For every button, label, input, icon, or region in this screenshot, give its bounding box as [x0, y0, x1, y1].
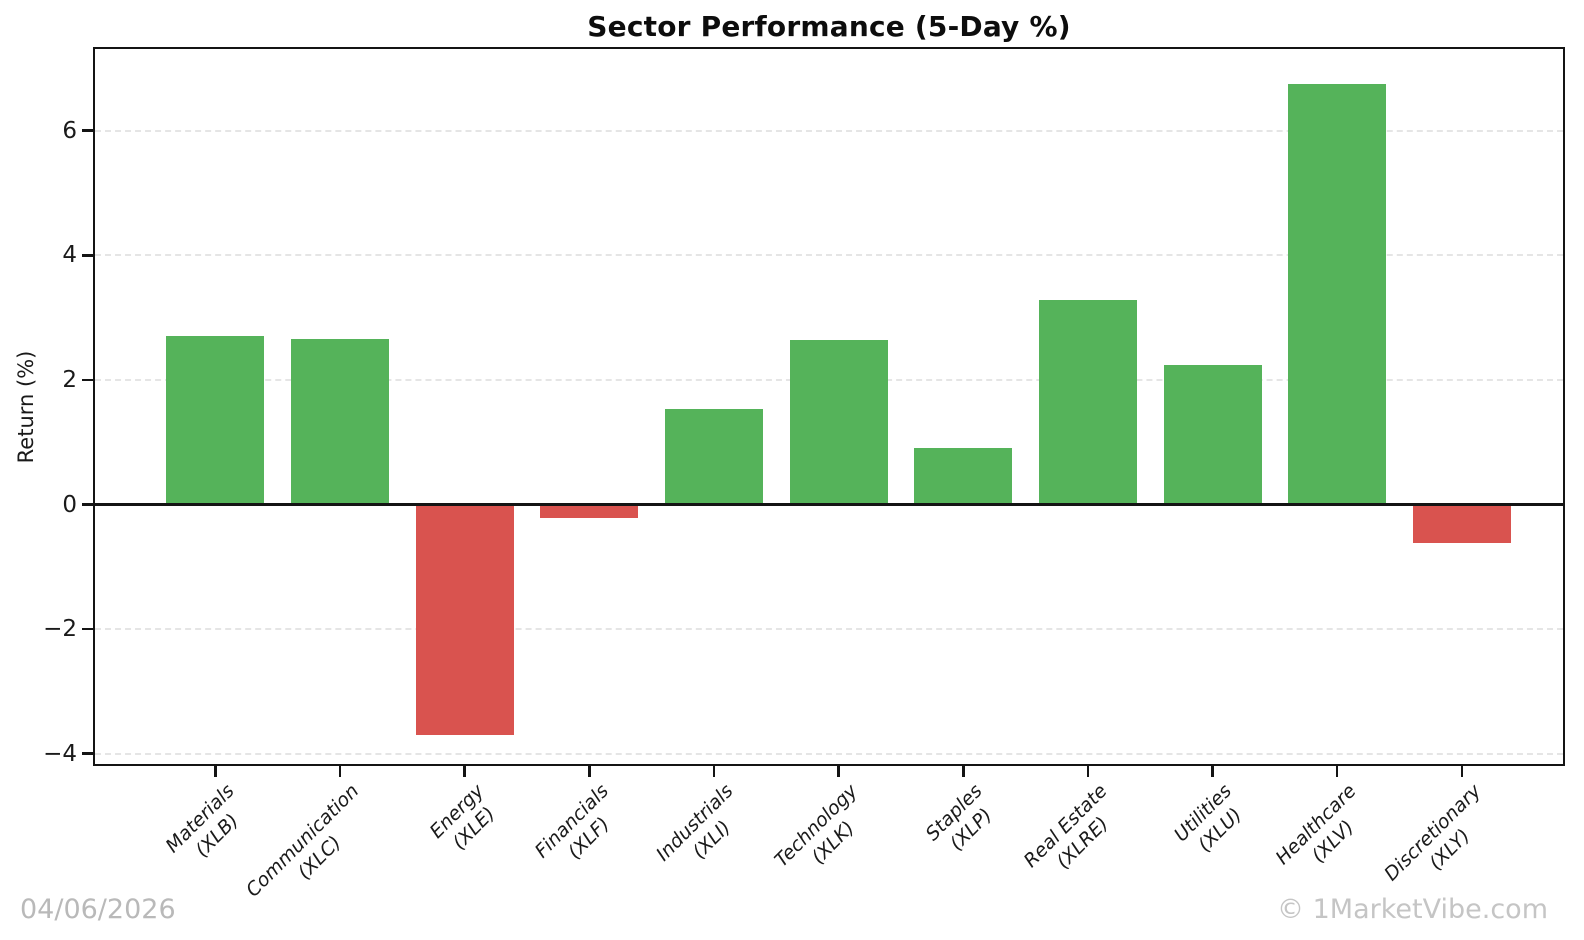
y-tick-mark [82, 503, 93, 506]
x-tick-mark [588, 766, 591, 777]
y-tick-label: 4 [62, 242, 77, 269]
y-tick-label: −4 [43, 740, 77, 767]
gridline-y-4 [95, 752, 1563, 755]
x-tick-mark [837, 766, 840, 777]
gridline-y4 [95, 254, 1563, 257]
y-tick-mark [82, 752, 93, 755]
footer-watermark: © 1MarketVibe.com [1277, 894, 1548, 925]
bar-real-estate [1038, 300, 1137, 505]
y-tick-mark [82, 627, 93, 631]
x-tick-label-xlre: Real Estate (XLRE) [1019, 780, 1113, 874]
x-tick-mark [1460, 766, 1464, 777]
y-tick-mark [82, 378, 93, 382]
x-tick-label-xlc: Communication (XLC) [242, 780, 364, 902]
x-tick-mark [1335, 766, 1339, 777]
x-tick-mark [1086, 766, 1090, 777]
bar-industrials [664, 408, 763, 505]
x-tick-label-xlb: Materials (XLB) [161, 780, 244, 862]
x-tick-mark [1211, 766, 1214, 777]
bar-communication [290, 339, 389, 505]
x-tick-mark [214, 766, 217, 777]
x-tick-label-xle: Energy (XLE) [425, 780, 500, 854]
bar-healthcare [1288, 83, 1387, 505]
x-tick-mark [463, 766, 466, 777]
x-tick-label-xlv: Healthcare (XLV) [1271, 780, 1361, 870]
footer-date: 04/06/2026 [20, 894, 176, 925]
y-tick-label: 6 [62, 117, 77, 144]
gridline-y6 [95, 129, 1563, 132]
x-tick-label-xlp: Staples (XLP) [921, 780, 997, 855]
bar-staples [914, 447, 1013, 505]
x-tick-label-xly: Discretionary (XLY) [1380, 780, 1486, 886]
x-tick-mark [712, 766, 716, 777]
bar-utilities [1163, 364, 1262, 505]
bar-technology [789, 340, 888, 505]
bar-financials [540, 504, 639, 519]
gridline-y-2 [95, 628, 1563, 631]
zero-baseline [95, 503, 1563, 506]
y-tick-label: −2 [43, 616, 77, 643]
y-tick-label: 2 [62, 366, 77, 393]
x-tick-mark [962, 766, 965, 777]
x-tick-label-xlu: Utilities (XLU) [1170, 780, 1247, 857]
bar-discretionary [1412, 504, 1511, 544]
y-tick-mark [82, 129, 93, 132]
x-tick-label-xlk: Technology (XLK) [770, 780, 863, 872]
y-tick-mark [82, 254, 93, 257]
bar-energy [415, 504, 514, 735]
bar-materials [166, 335, 265, 505]
x-tick-label-xlf: Financials (XLF) [530, 780, 614, 864]
y-tick-label: 0 [62, 491, 77, 518]
x-tick-mark [338, 766, 342, 777]
x-tick-label-xli: Industrials (XLI) [651, 780, 738, 866]
chart-title: Sector Performance (5-Day %) [587, 10, 1071, 43]
